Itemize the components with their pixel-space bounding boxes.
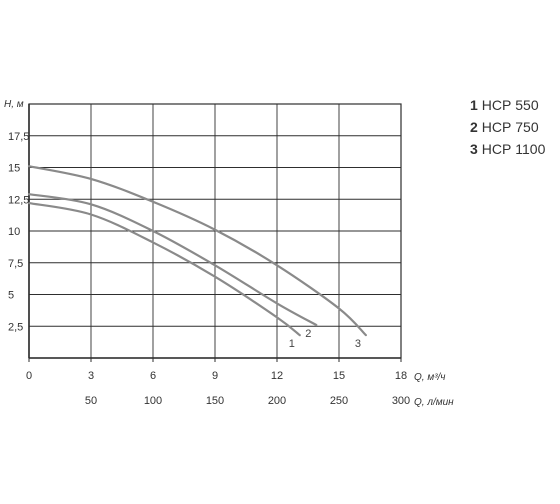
x2-axis-label: Q, л/мин [414,397,454,408]
x-tick-label: 12 [271,370,283,382]
x2-tick-label: 100 [144,395,162,407]
curve-label-3: 3 [355,338,361,350]
series-line-1 [27,201,301,337]
y-tick-label: 7,5 [8,258,23,270]
legend-label: НСР 750 [481,119,539,135]
legend-item-3: 3 НСР 1100 [470,138,545,160]
x-tick-label: 15 [333,370,345,382]
x-tick-label: 9 [212,370,218,382]
y-tick-label: 17,5 [8,131,29,143]
x2-tick-label: 150 [206,395,224,407]
x-tick-label: 6 [150,370,156,382]
y-tick-label: 15 [8,163,20,175]
x2-tick-label: 50 [85,395,97,407]
chart-grid [28,103,402,362]
x2-tick-label: 250 [330,395,348,407]
legend-number: 3 [470,141,478,157]
y-tick-label: 5 [8,290,14,302]
legend-label: НСР 550 [481,97,539,113]
y-axis-label: Н, м [4,99,24,110]
x2-tick-label: 200 [268,395,286,407]
y-tick-label: 12,5 [8,194,29,206]
series-line-3 [27,165,367,337]
curve-label-2: 2 [305,328,311,340]
legend-number: 1 [470,97,478,113]
curve-label-1: 1 [289,338,295,350]
series-line-2 [27,193,318,327]
x-axis-label: Q, м³/ч [414,372,445,383]
x-tick-label: 18 [395,370,407,382]
x-tick-label: 0 [26,370,32,382]
y-tick-label: 10 [8,226,20,238]
legend-number: 2 [470,119,478,135]
legend-item-2: 2 НСР 750 [470,116,545,138]
x2-tick-label: 300 [392,395,410,407]
pump-performance-chart: 12 3 2,5 5 7,5 10 12,5 15 17,5 0 3 6 9 12 15 18 50 100 15… [4,99,454,408]
chart-legend: 1 НСР 550 2 НСР 750 3 НСР 1100 [470,94,545,160]
y-tick-label: 2,5 [8,321,23,333]
chart-curves: 12 3 [27,165,367,350]
chart-ticks: 2,5 5 7,5 10 12,5 15 17,5 0 3 6 9 12 15 18 50 100 150 200… [8,131,410,407]
legend-item-1: 1 НСР 550 [470,94,545,116]
legend-label: НСР 1100 [481,141,546,157]
x-tick-label: 3 [88,370,94,382]
